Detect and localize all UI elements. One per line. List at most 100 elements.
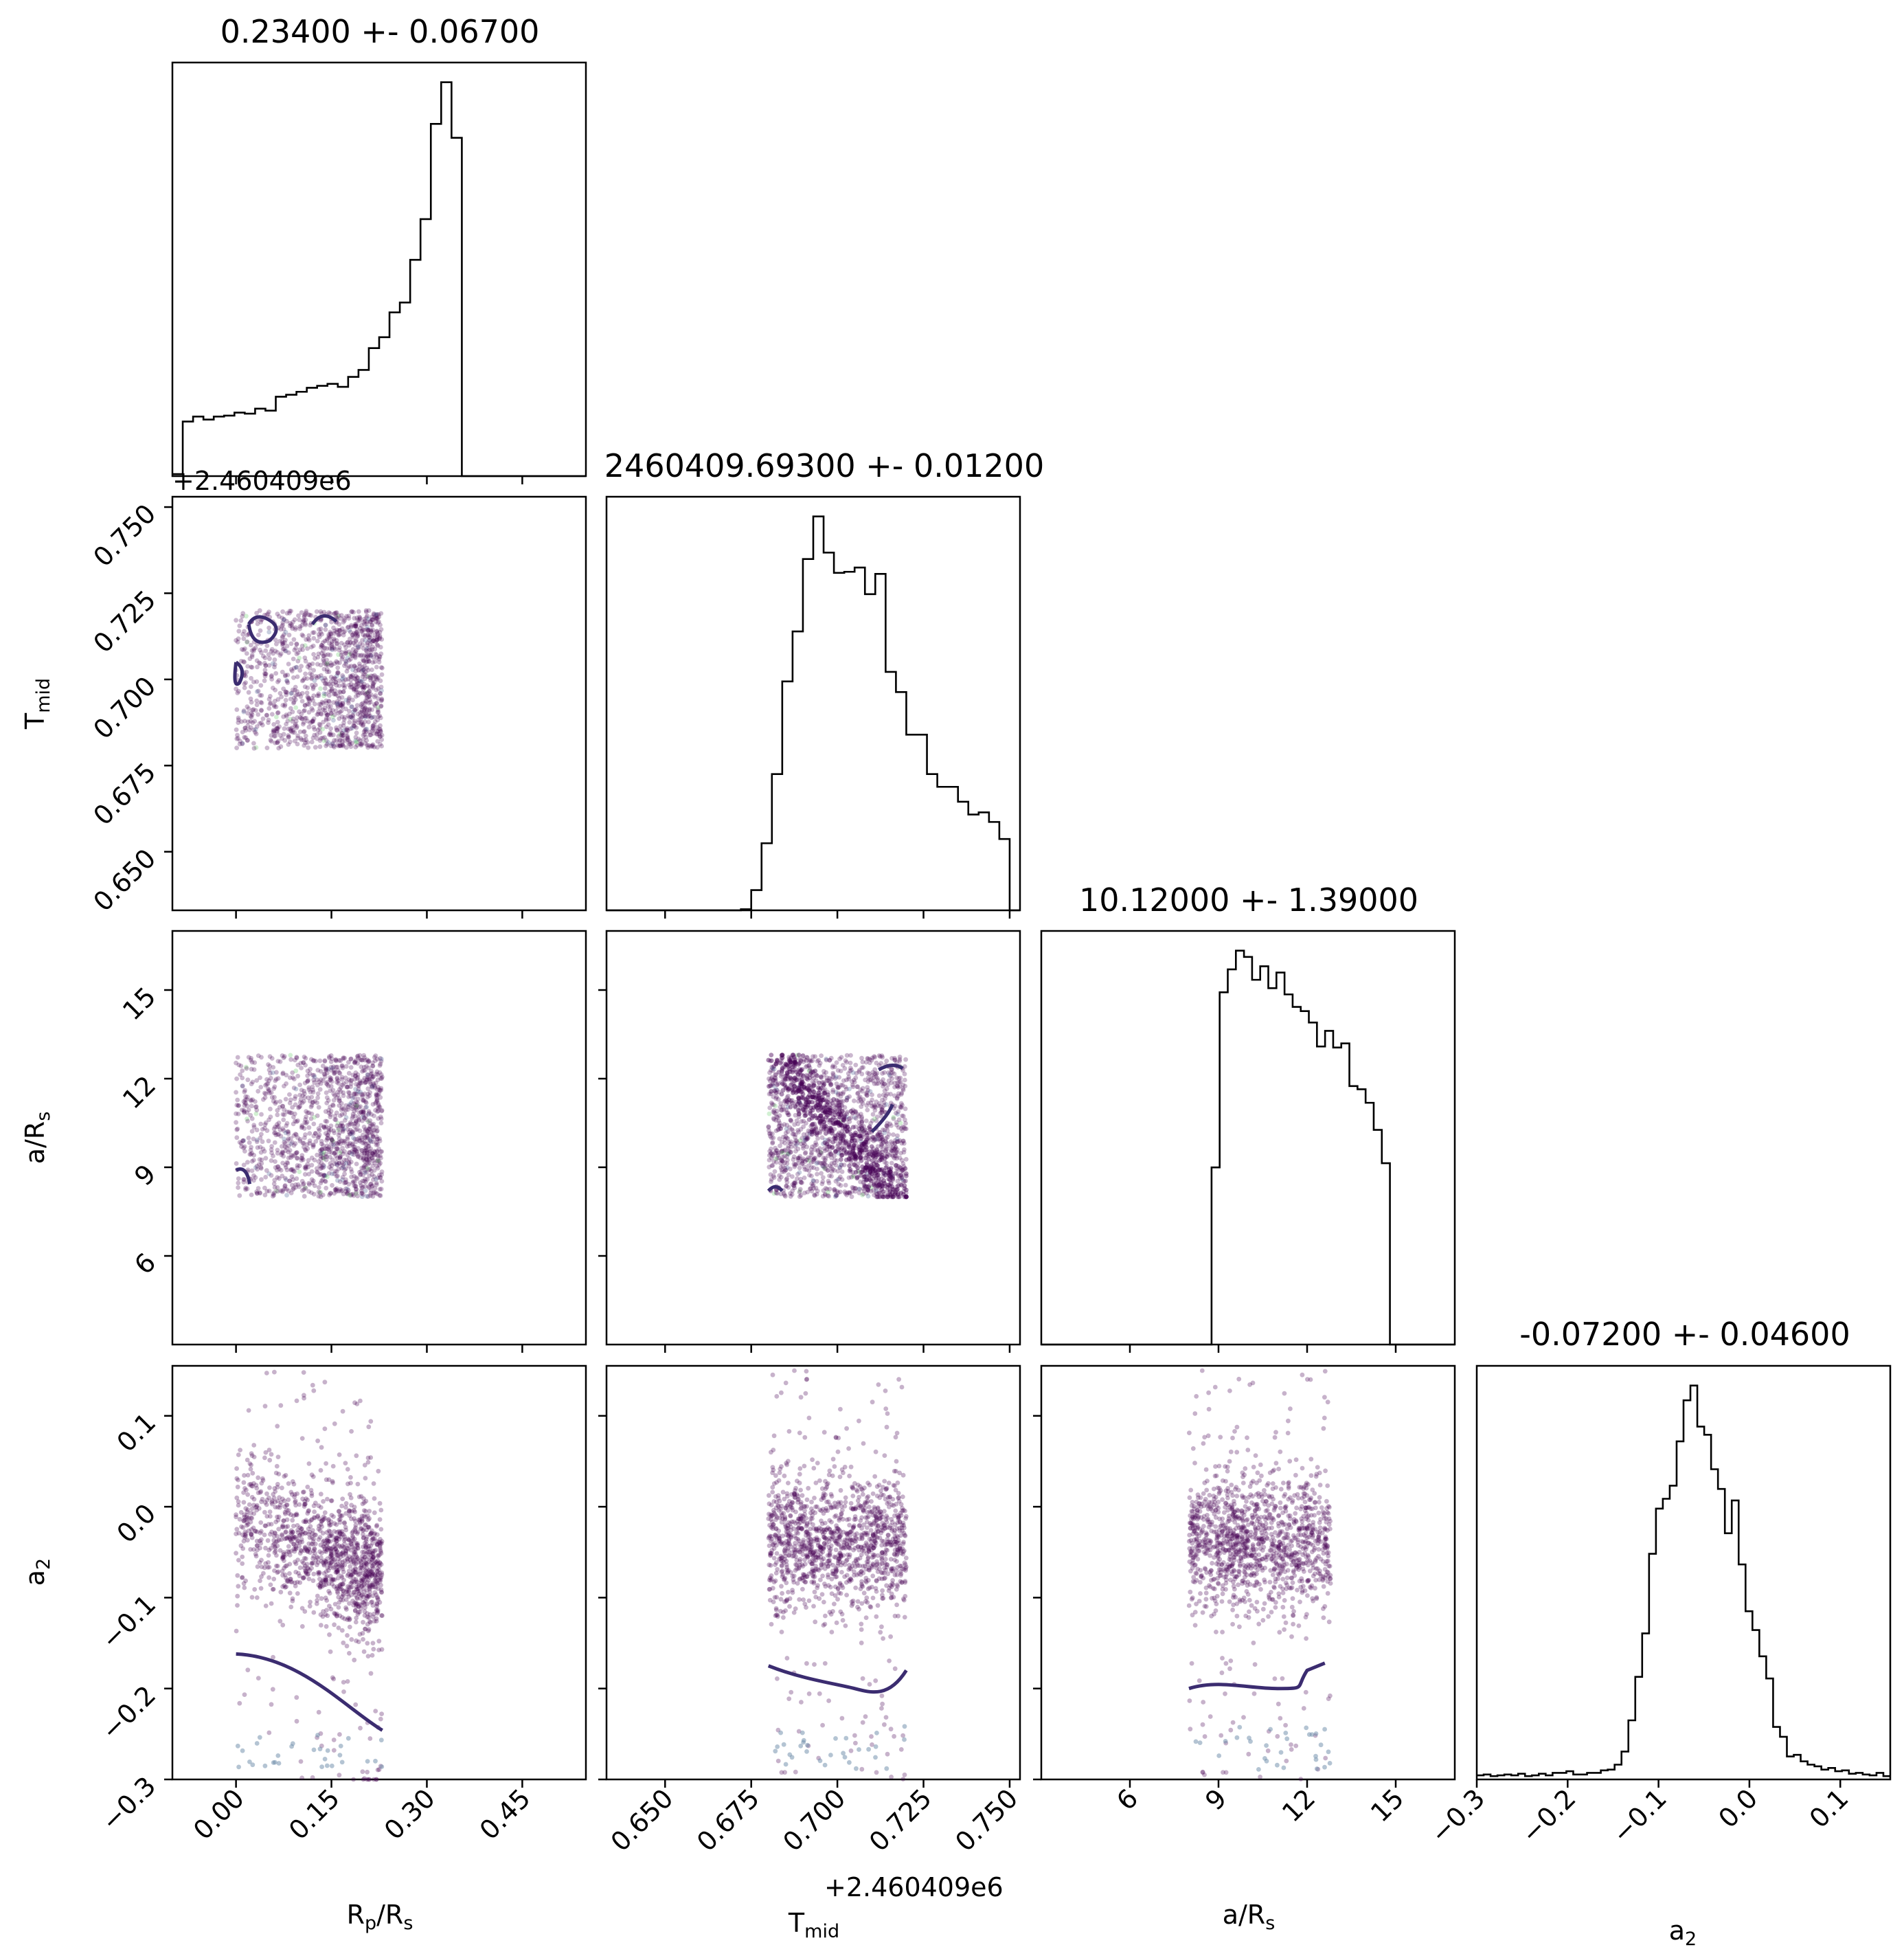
sample-point xyxy=(852,1115,857,1120)
sample-point xyxy=(319,1123,324,1128)
sample-point xyxy=(797,1430,802,1436)
sample-point xyxy=(876,1149,881,1155)
sample-point xyxy=(810,1569,815,1574)
sample-point xyxy=(1231,1510,1236,1516)
sample-point xyxy=(287,611,292,616)
sample-point xyxy=(272,1084,277,1090)
sample-point xyxy=(288,641,294,647)
sample-point xyxy=(1281,1481,1286,1485)
sample-point xyxy=(267,656,272,662)
sample-point xyxy=(1227,1548,1232,1553)
sample-point xyxy=(1262,1577,1267,1582)
sample-point xyxy=(783,1608,788,1613)
sample-point xyxy=(1215,1580,1221,1586)
sample-point xyxy=(836,1590,841,1595)
sample-point xyxy=(825,1508,830,1514)
sample-point xyxy=(360,1518,365,1523)
sample-point xyxy=(281,1055,286,1060)
sample-point xyxy=(291,1529,296,1535)
sample-point xyxy=(825,1558,830,1564)
sample-point xyxy=(897,1138,903,1143)
panel-frame xyxy=(171,61,587,477)
sample-point xyxy=(784,1494,790,1499)
sample-point xyxy=(1256,1506,1262,1511)
sample-point xyxy=(848,1748,854,1753)
sample-point xyxy=(235,1097,240,1103)
sample-point xyxy=(343,1115,349,1120)
sample-point xyxy=(1235,1533,1240,1538)
sample-point xyxy=(288,1152,294,1158)
sample-point xyxy=(309,739,315,745)
sample-point xyxy=(333,1057,338,1063)
sample-point xyxy=(237,1700,242,1706)
sample-point xyxy=(282,1107,286,1112)
sample-point xyxy=(844,1593,849,1598)
sample-point xyxy=(1225,1468,1230,1474)
sample-point xyxy=(897,1057,903,1062)
sample-point xyxy=(348,1495,354,1500)
sample-point xyxy=(1282,1598,1287,1603)
sample-point xyxy=(1223,1661,1229,1666)
sample-point xyxy=(282,1554,286,1560)
sample-point xyxy=(881,1140,886,1145)
sample-point xyxy=(249,1055,253,1061)
sample-point xyxy=(1212,1529,1216,1535)
sample-point xyxy=(305,694,310,699)
sample-point xyxy=(277,724,282,729)
sample-point xyxy=(318,1154,324,1159)
sample-point xyxy=(1212,1586,1217,1592)
sample-point xyxy=(246,1135,251,1140)
sample-point xyxy=(879,1053,885,1058)
sample-point xyxy=(350,1580,354,1585)
sample-point xyxy=(365,695,370,700)
sample-point xyxy=(1194,1571,1199,1576)
sample-point xyxy=(345,1127,350,1132)
sample-point xyxy=(903,1126,909,1132)
sample-point xyxy=(376,686,381,691)
sample-point xyxy=(295,1156,299,1161)
sample-point xyxy=(259,720,264,726)
sample-point xyxy=(1302,1499,1308,1505)
sample-point xyxy=(839,1103,844,1108)
sample-point xyxy=(888,1144,893,1149)
sample-point xyxy=(823,1156,828,1161)
sample-point xyxy=(790,1132,795,1136)
sample-point xyxy=(808,1537,813,1542)
sample-point xyxy=(880,1081,885,1086)
sample-point xyxy=(832,1554,837,1560)
sample-point xyxy=(839,1553,844,1559)
sample-point xyxy=(305,1572,310,1577)
sample-point xyxy=(234,1628,239,1634)
sample-point xyxy=(1225,1507,1230,1513)
sample-point xyxy=(786,1172,791,1178)
sample-point xyxy=(769,1621,774,1627)
sample-point xyxy=(797,1170,802,1175)
sample-point xyxy=(800,1136,805,1140)
sample-point xyxy=(806,1415,812,1421)
sample-point xyxy=(780,1590,784,1596)
sample-point xyxy=(328,711,334,717)
sample-point xyxy=(838,1591,843,1596)
sample-point xyxy=(1323,1534,1328,1540)
sample-point xyxy=(325,1556,330,1562)
sample-point xyxy=(794,1566,800,1571)
sample-point xyxy=(804,1135,810,1140)
sample-point xyxy=(1240,1578,1246,1584)
sample-point xyxy=(827,1149,832,1154)
sample-point xyxy=(1298,1777,1304,1781)
sample-point xyxy=(833,1149,838,1155)
sample-point xyxy=(1308,1473,1314,1479)
sample-point xyxy=(890,1154,896,1159)
sample-point xyxy=(361,1508,367,1514)
sample-point xyxy=(319,673,324,678)
sample-point xyxy=(1289,1553,1295,1558)
sample-point xyxy=(288,691,294,696)
sample-point xyxy=(290,1075,295,1080)
sample-point xyxy=(812,1662,817,1667)
sample-point xyxy=(272,1369,277,1375)
sample-point xyxy=(316,1537,321,1542)
sample-point xyxy=(821,1546,826,1551)
sample-point xyxy=(259,1177,264,1182)
sample-point xyxy=(276,1472,282,1476)
sample-point xyxy=(1317,1520,1322,1525)
